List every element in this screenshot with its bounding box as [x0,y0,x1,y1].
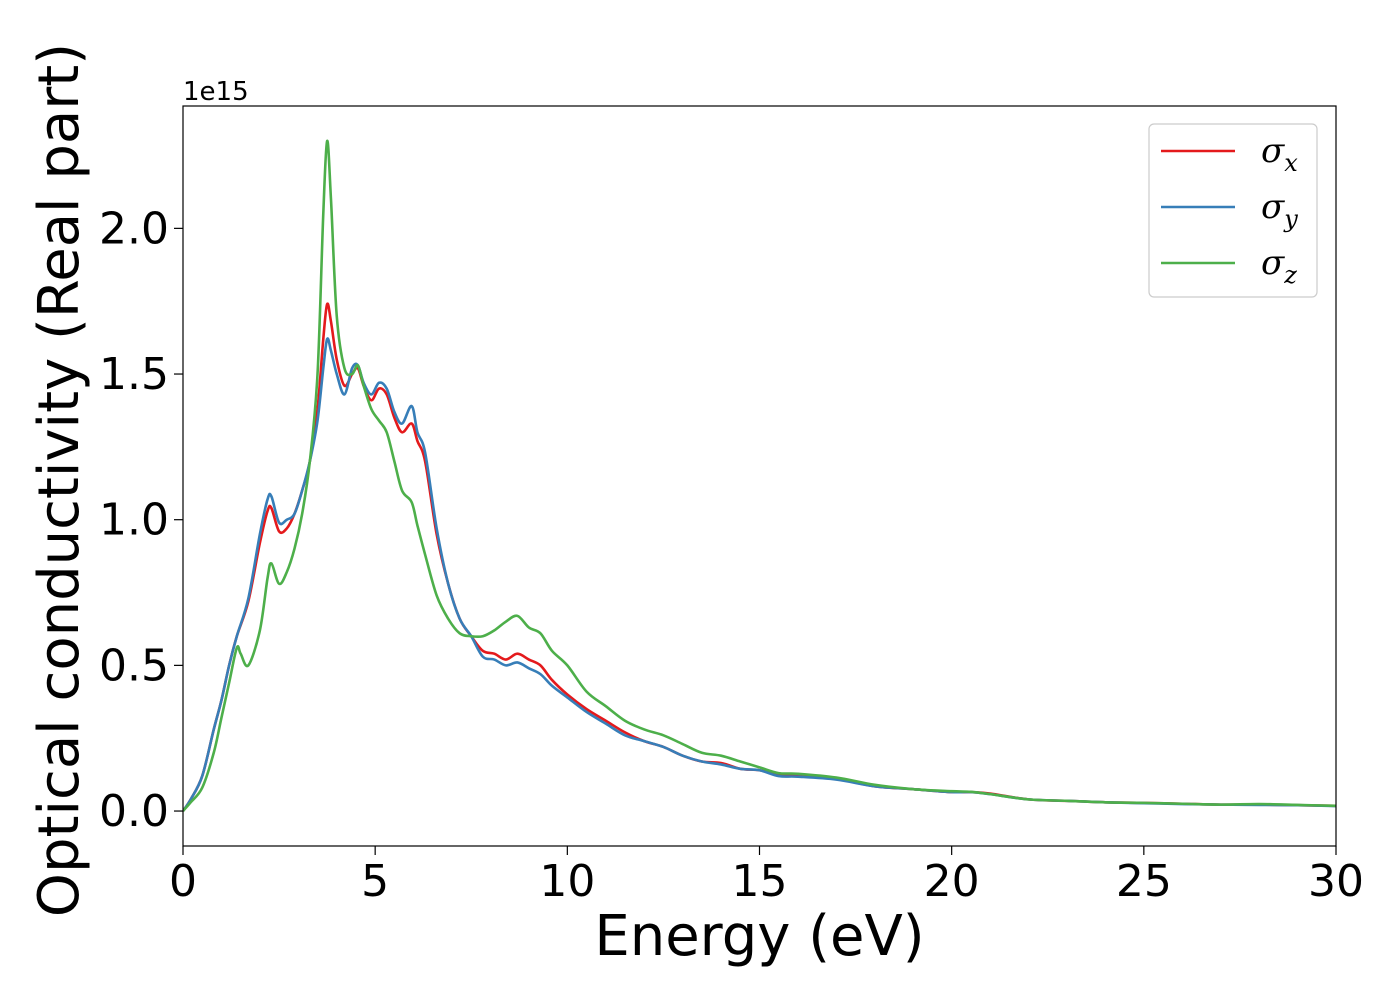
y-offset-label: 1e15 [183,77,249,107]
x-tick-label: 20 [924,856,980,907]
y-tick-label: 0.5 [99,640,169,691]
y-tick-label: 0.0 [99,786,169,837]
series-line-z [183,139,1336,812]
plot-area [183,139,1336,812]
y-tick-label: 2.0 [99,203,169,254]
x-tick-label: 25 [1116,856,1172,907]
y-axis: 0.0 0.5 1.0 1.5 2.0 [99,203,183,837]
x-tick-label: 30 [1308,856,1364,907]
x-axis: 0 5 10 15 20 25 30 [169,846,1364,907]
x-tick-label: 10 [539,856,595,907]
x-axis-title: Energy (eV) [594,904,924,969]
legend-box [1148,123,1318,298]
legend: σx σy σz [1148,123,1318,298]
legend-label-z: σz [1261,243,1297,289]
y-axis-title: Optical conductivity (Real part) [27,43,92,917]
legend-label-x: σx [1261,131,1298,177]
y-tick-label: 1.5 [99,349,169,400]
x-tick-label: 5 [361,856,389,907]
x-tick-label: 15 [732,856,788,907]
x-tick-label: 0 [169,856,197,907]
legend-label-y: σy [1261,187,1298,233]
y-tick-label: 1.0 [99,495,169,546]
